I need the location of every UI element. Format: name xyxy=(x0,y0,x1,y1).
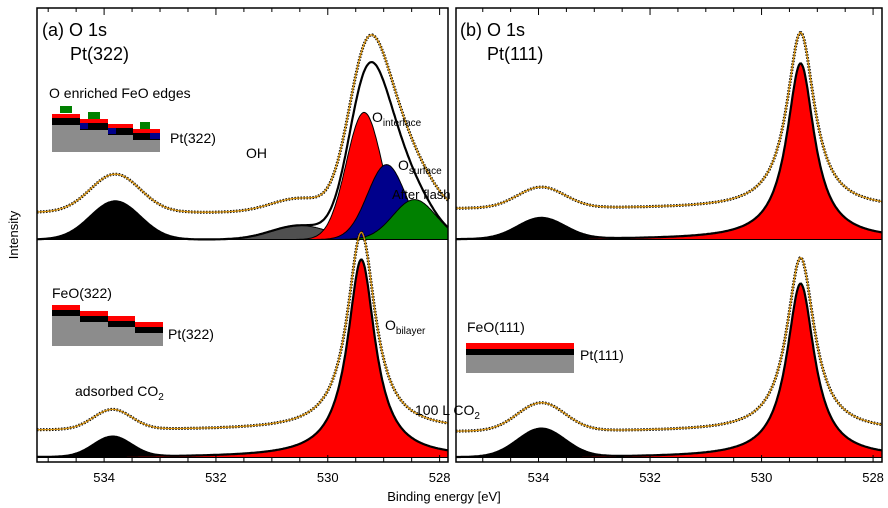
annotation-subscript: 2 xyxy=(474,411,480,422)
annotation-text: 100 L CO xyxy=(415,402,475,418)
fit-envelope xyxy=(456,32,883,209)
annotation-subscript: interface xyxy=(383,118,422,129)
annotation-subscript: 2 xyxy=(158,392,164,403)
annotation-text: O xyxy=(385,317,396,333)
panel-title: (b) O 1s xyxy=(460,20,525,40)
component-sum xyxy=(456,282,883,459)
annotation-text: Pt(322) xyxy=(168,326,214,342)
annotation: Osurface xyxy=(398,157,442,177)
plot-frame xyxy=(455,7,883,463)
x-tick-label: 528 xyxy=(862,470,884,485)
annotation-text: adsorbed CO xyxy=(75,383,158,399)
fit-envelope xyxy=(37,34,449,213)
x-tick-label: 530 xyxy=(751,470,773,485)
x-tick-label: 532 xyxy=(205,470,227,485)
component-sum xyxy=(456,62,883,241)
panel-subtitle: Pt(111) xyxy=(487,44,543,64)
annotation-text: O xyxy=(372,109,383,125)
x-tick-label: 532 xyxy=(639,470,661,485)
annotation: Pt(322) xyxy=(170,130,216,146)
annotation-text: OH xyxy=(246,145,267,161)
annotation: Ointerface xyxy=(372,109,422,129)
component-sum xyxy=(36,60,449,241)
annotation-subscript: bilayer xyxy=(396,326,426,337)
schematic-322-edges xyxy=(52,106,160,152)
panel: 534 532 530 528 (b) O 1s Pt(111) FeO(111) Pt(11… xyxy=(455,7,884,485)
panel: 534 532 530 528 (a) O 1s Pt(322) O enriched Fe… xyxy=(36,7,480,485)
panel-title: (a) O 1s xyxy=(42,20,107,40)
fit-component xyxy=(36,199,449,241)
x-tick-label: 534 xyxy=(528,470,550,485)
x-tick-label: 534 xyxy=(93,470,115,485)
annotation-text: Pt(111) xyxy=(580,347,624,363)
component-sum xyxy=(37,258,449,458)
annotation: Pt(111) xyxy=(580,347,624,363)
y-axis-label: Intensity xyxy=(6,210,21,259)
annotation-text: After flash xyxy=(392,187,451,202)
annotation-text: Pt(322) xyxy=(170,130,216,146)
schematic-322 xyxy=(52,305,163,346)
fit-envelope xyxy=(456,257,883,432)
x-tick-label: 530 xyxy=(317,470,339,485)
annotation-text: O enriched FeO edges xyxy=(49,85,191,101)
annotation: FeO(322) xyxy=(52,285,112,301)
annotation: 100 L CO2 xyxy=(415,402,480,422)
schematic-111 xyxy=(466,343,574,373)
annotation: O enriched FeO edges xyxy=(49,85,191,101)
fit-envelope xyxy=(37,231,449,431)
annotation: After flash xyxy=(392,187,451,202)
annotation: FeO(111) xyxy=(467,319,525,335)
annotation-text: FeO(111) xyxy=(467,319,525,335)
x-axis-label: Binding energy [eV] xyxy=(387,489,500,504)
annotation: OH xyxy=(246,145,267,161)
annotation-subscript: surface xyxy=(409,166,442,177)
x-tick-label: 528 xyxy=(429,470,451,485)
annotation: Obilayer xyxy=(385,317,426,337)
plot-frame xyxy=(36,7,449,463)
annotation: adsorbed CO2 xyxy=(75,383,164,403)
annotation-text: FeO(322) xyxy=(52,285,112,301)
annotation-text: O xyxy=(398,157,409,173)
annotation: Pt(322) xyxy=(168,326,214,342)
panel-subtitle: Pt(322) xyxy=(70,44,129,64)
